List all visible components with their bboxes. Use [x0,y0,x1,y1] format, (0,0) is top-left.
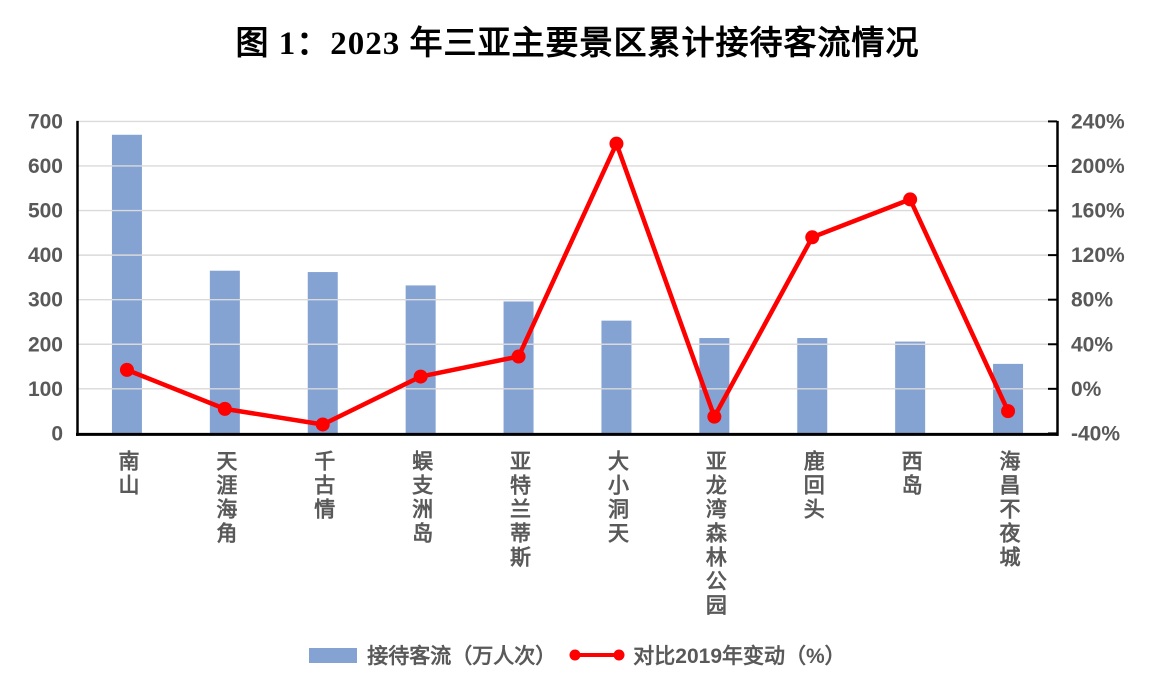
x-axis-category-label: 西岛 [899,450,923,498]
bar [993,363,1024,434]
left-axis-tick-label: 700 [28,110,63,133]
x-axis-category-label: 大小洞天 [605,450,629,546]
line-series [124,141,1011,427]
line-marker [217,401,232,416]
x-axis-category-label: 亚龙湾森林公园 [703,450,727,618]
bar [797,338,828,434]
legend-line-icon [569,649,625,661]
legend: 接待客流（万人次） 对比2019年变动（%） [0,640,1155,670]
x-axis-category-label: 天涯海角 [213,450,237,546]
line-marker [413,369,428,384]
line-marker [511,349,526,364]
bar [503,301,534,434]
left-axis-tick-label: 400 [28,244,63,267]
right-axis-tick-label: 40% [1071,333,1113,356]
right-axis-tick-label: 80% [1071,289,1113,312]
right-axis-tick-label: -40% [1071,422,1120,445]
line-marker [119,362,134,377]
right-axis-tick-label: 120% [1071,244,1125,267]
left-axis-tick-label: 0 [51,422,63,445]
line-marker [1001,404,1016,419]
x-axis-category-label: 亚特兰蒂斯 [507,450,531,570]
x-axis-category-label: 海昌不夜城 [997,450,1021,570]
bar [601,320,632,434]
right-axis-tick-label: 240% [1071,110,1125,133]
left-axis-tick-label: 600 [28,155,63,178]
legend-line-label: 对比2019年变动（%） [633,645,846,668]
line-marker [315,417,330,432]
line-marker [707,409,722,424]
bar [111,134,142,434]
legend-line-swatch [568,646,626,664]
x-axis-category-label: 鹿回头 [801,450,825,522]
bar [307,272,338,434]
x-axis-category-label: 蜈支洲岛 [409,450,433,546]
right-axis-tick-label: 200% [1071,155,1125,178]
bar [405,285,436,434]
left-axis-tick-label: 300 [28,289,63,312]
chart-title: 图 1：2023 年三亚主要景区累计接待客流情况 [235,26,920,62]
bar [895,341,926,434]
legend-bar-label: 接待客流（万人次） [367,645,557,668]
x-axis-category-label: 千古情 [311,450,335,522]
right-axis-tick-label: 0% [1071,378,1102,401]
left-axis-tick-label: 200 [28,333,63,356]
left-axis-tick-label: 500 [28,200,63,223]
left-axis-tick-label: 100 [28,378,63,401]
x-axis-category-label: 南山 [115,450,139,498]
legend-bar-swatch [309,647,358,663]
line-marker [805,230,820,245]
right-axis-tick-label: 160% [1071,200,1125,223]
line-marker [609,136,624,151]
line-marker [903,192,918,207]
